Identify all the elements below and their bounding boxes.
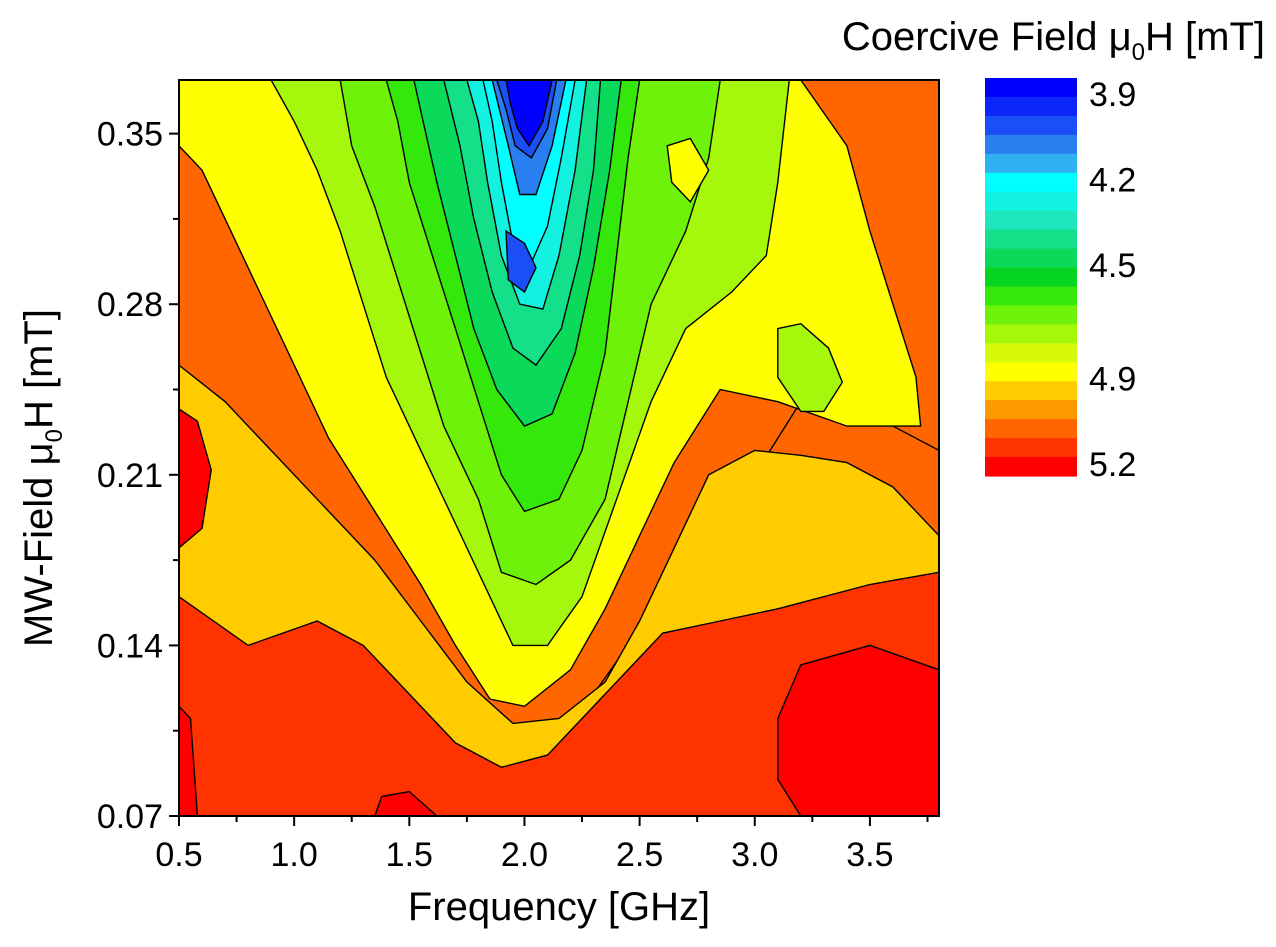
x-tick-label: 1.0 (271, 836, 318, 874)
colorbar-swatch (985, 267, 1077, 288)
x-tick-label: 3.5 (846, 836, 893, 874)
colorbar-tick-label: 4.5 (1089, 247, 1136, 285)
colorbar-swatch (985, 286, 1077, 307)
colorbar (985, 78, 1077, 477)
colorbar-title-main: Coercive Field μ (842, 15, 1132, 59)
x-tick-label: 2.0 (501, 836, 548, 874)
colorbar-swatch (985, 305, 1077, 325)
contour-region-3 (179, 571, 939, 816)
plot-frame (178, 79, 940, 817)
colorbar-title-unit: H [mT] (1145, 15, 1265, 59)
colorbar-swatch (985, 172, 1077, 193)
x-tick-label: 2.5 (616, 836, 663, 874)
colorbar-swatch (985, 381, 1077, 401)
contour-region-21 (666, 137, 710, 204)
colorbar-swatch (985, 324, 1077, 344)
colorbar-swatch (985, 78, 1077, 98)
y-axis-title: MW-Field μ0H [mT] (17, 309, 68, 647)
y-tick-label: 0.07 (97, 798, 163, 836)
colorbar-swatch (985, 248, 1077, 269)
contour-region-5 (374, 790, 438, 816)
y-axis-title-unit: H [mT] (17, 309, 61, 429)
colorbar-swatch (985, 210, 1077, 231)
colorbar-swatch (985, 229, 1077, 250)
contour-region-7 (179, 705, 199, 816)
x-tick-label: 3.0 (731, 836, 778, 874)
y-tick-label: 0.35 (97, 116, 163, 154)
colorbar-swatch (985, 362, 1077, 382)
y-axis-title-subscript: 0 (41, 429, 68, 442)
y-tick-label: 0.28 (97, 286, 163, 324)
colorbar-swatch (985, 134, 1077, 155)
contour-region-4 (777, 644, 939, 816)
x-tick-label: 1.5 (386, 836, 433, 874)
colorbar-tick-label: 4.2 (1089, 161, 1136, 199)
colorbar-title-subscript: 0 (1132, 39, 1145, 66)
colorbar-swatch (985, 457, 1077, 477)
y-tick-label: 0.21 (97, 457, 163, 495)
y-axis-ticks: 0.07 0.14 0.21 0.28 0.35 (97, 116, 179, 836)
x-axis-ticks: 0.5 1.0 1.5 2.0 2.5 3.0 3.5 (155, 816, 929, 874)
colorbar-swatch (985, 153, 1077, 174)
contour-regions (179, 80, 939, 816)
colorbar-swatch (985, 400, 1077, 420)
contour-region-6 (179, 408, 212, 549)
contour-region-20 (777, 322, 844, 413)
colorbar-swatch (985, 115, 1077, 136)
colorbar-tick-label: 5.2 (1089, 446, 1136, 484)
y-tick-label: 0.14 (97, 627, 163, 665)
x-axis-title: Frequency [GHz] (408, 885, 710, 929)
colorbar-title: Coercive Field μ0H [mT] (842, 15, 1265, 66)
y-axis-title-main: MW-Field μ (17, 442, 61, 647)
colorbar-tick-label: 4.9 (1089, 361, 1136, 399)
colorbar-tick-label: 3.9 (1089, 76, 1136, 114)
svg-text:MW-Field μ0H [mT]: MW-Field μ0H [mT] (17, 309, 68, 647)
colorbar-labels: 3.9 4.2 4.5 4.9 5.2 (1089, 76, 1136, 484)
colorbar-swatch (985, 96, 1077, 117)
colorbar-swatch (985, 438, 1077, 458)
colorbar-swatch (985, 419, 1077, 439)
contour-region-18 (505, 80, 553, 148)
colorbar-swatch (985, 343, 1077, 363)
x-tick-label: 0.5 (155, 836, 202, 874)
colorbar-swatch (985, 191, 1077, 212)
contour-region-19 (505, 229, 537, 294)
